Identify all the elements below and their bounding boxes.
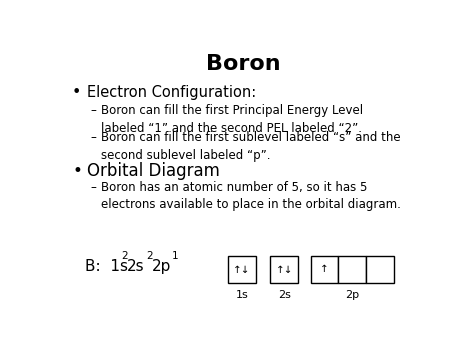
Text: Boron: Boron bbox=[206, 54, 280, 73]
Text: 2p: 2p bbox=[152, 259, 171, 274]
Text: ↑: ↑ bbox=[320, 264, 329, 274]
Text: ↑↓: ↑↓ bbox=[275, 264, 293, 274]
Text: 2: 2 bbox=[146, 251, 153, 261]
Bar bbox=[366, 256, 393, 283]
Text: ↑↓: ↑↓ bbox=[233, 264, 251, 274]
Text: 2: 2 bbox=[121, 251, 128, 261]
Bar bbox=[338, 256, 366, 283]
Text: Boron has an atomic number of 5, so it has 5
electrons available to place in the: Boron has an atomic number of 5, so it h… bbox=[101, 181, 401, 211]
Text: B:  1s: B: 1s bbox=[85, 259, 128, 274]
Text: •: • bbox=[72, 162, 82, 180]
Text: 1s: 1s bbox=[236, 290, 248, 300]
Text: 2s: 2s bbox=[127, 259, 144, 274]
Text: Electron Configuration:: Electron Configuration: bbox=[87, 85, 256, 100]
Text: 2p: 2p bbox=[345, 290, 359, 300]
Text: Orbital Diagram: Orbital Diagram bbox=[87, 162, 219, 180]
Text: 2s: 2s bbox=[278, 290, 291, 300]
Bar bbox=[271, 256, 298, 283]
Bar bbox=[311, 256, 338, 283]
Text: –: – bbox=[91, 131, 96, 144]
Text: Boron can fill the first Principal Energy Level
labeled “1” and the second PEL l: Boron can fill the first Principal Energ… bbox=[101, 104, 364, 135]
Text: Boron can fill the first sublevel labeled “s” and the
second sublevel labeled “p: Boron can fill the first sublevel labele… bbox=[101, 131, 401, 162]
Text: •: • bbox=[72, 85, 82, 100]
Text: –: – bbox=[91, 181, 96, 193]
Text: –: – bbox=[91, 104, 96, 117]
Text: 1: 1 bbox=[172, 251, 179, 261]
Bar bbox=[228, 256, 256, 283]
